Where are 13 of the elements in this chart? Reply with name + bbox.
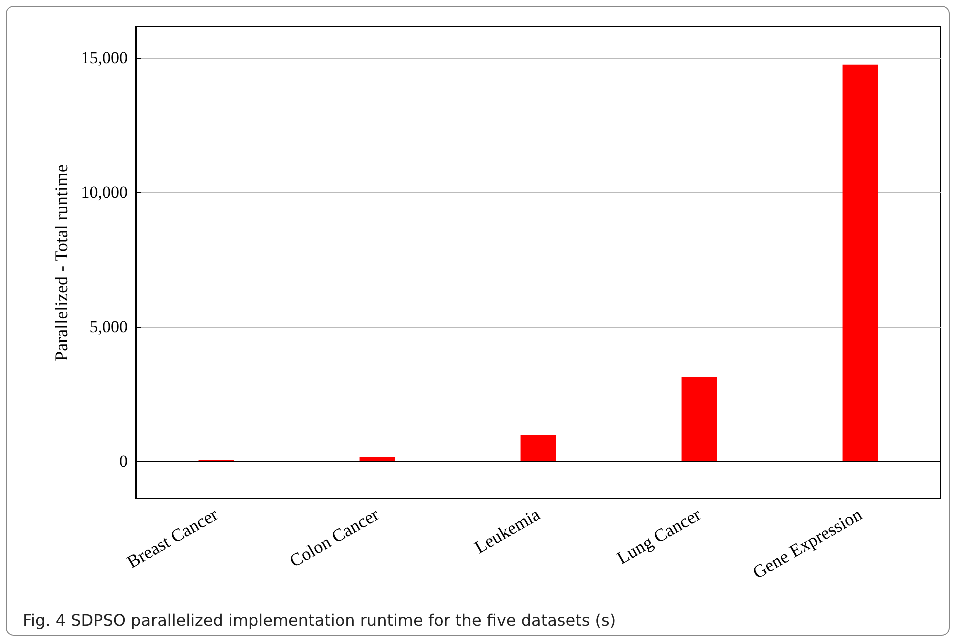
bar [360, 457, 396, 462]
x-tick-label: Lung Cancer [614, 504, 704, 568]
bar [682, 377, 718, 462]
caption: Fig. 4 SDPSO parallelized implementation runtime for the five datasets (s) [23, 611, 616, 630]
y-tick-label: 15,000 [81, 48, 128, 68]
x-tick-label: Breast Cancer [124, 504, 222, 572]
bar [842, 64, 878, 462]
x-tick-label: Colon Cancer [286, 504, 383, 572]
y-tick-label: 5,000 [90, 317, 128, 336]
y-axis-title: Parallelized - Total runtime [51, 164, 72, 362]
y-tick-label: 10,000 [81, 182, 128, 202]
y-tick-label: 0 [120, 452, 128, 471]
bar [520, 435, 556, 462]
